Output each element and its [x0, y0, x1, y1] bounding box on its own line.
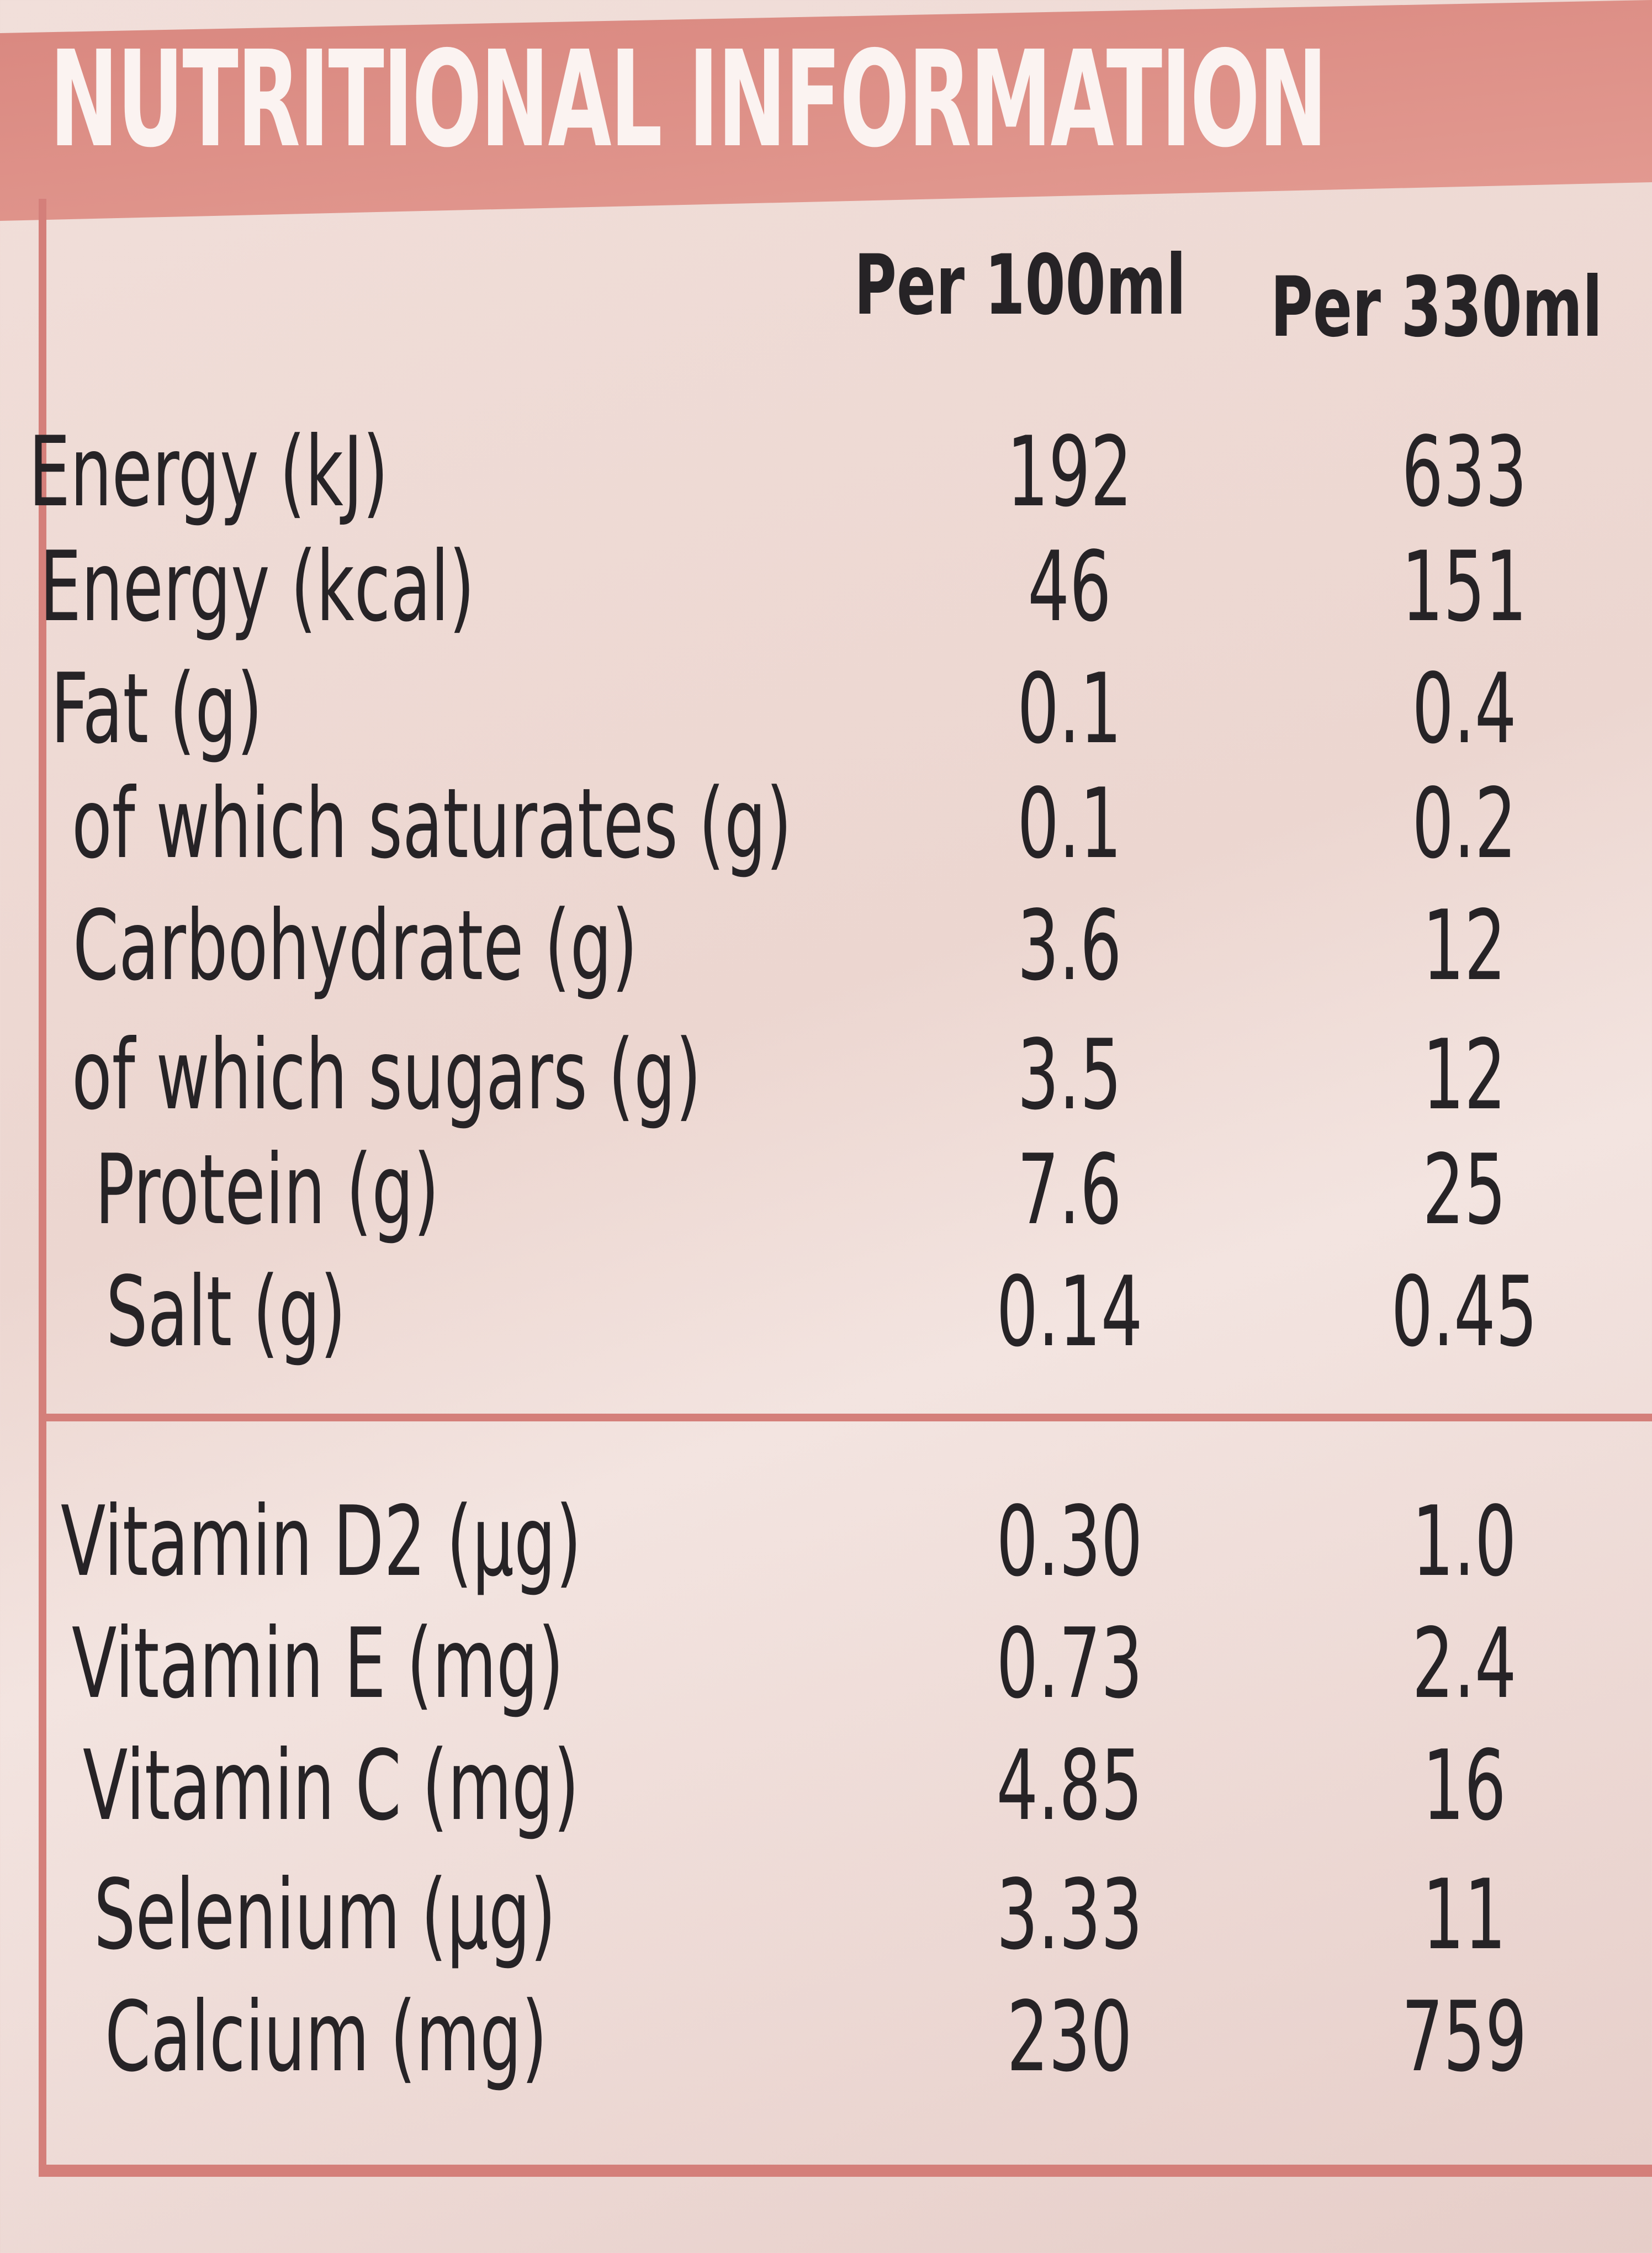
value-per-330ml: 11	[1422, 1859, 1506, 1971]
value-per-330ml: 2.4	[1412, 1608, 1517, 1720]
value-per-100ml: 230	[1007, 1981, 1132, 2093]
row-label: Vitamin D2 (µg)	[61, 1486, 581, 1598]
value-per-330ml: 0.2	[1412, 768, 1517, 880]
value-per-100ml: 46	[1028, 531, 1111, 643]
value-per-100ml: 192	[1007, 416, 1132, 528]
row-label: Fat (g)	[51, 653, 263, 765]
value-per-330ml: 0.4	[1412, 653, 1517, 765]
row-label: Protein (g)	[95, 1134, 440, 1246]
value-per-100ml: 3.6	[1017, 890, 1122, 1002]
row-label: Salt (g)	[106, 1256, 346, 1368]
column-header: Per 100ml	[854, 237, 1187, 334]
value-per-330ml: 0.45	[1391, 1256, 1538, 1368]
row-label: Energy (kcal)	[40, 531, 475, 643]
row-label: Vitamin E (mg)	[72, 1608, 564, 1720]
value-per-330ml: 16	[1422, 1730, 1506, 1842]
row-label: Vitamin C (mg)	[83, 1730, 579, 1842]
value-per-100ml: 0.1	[1017, 653, 1122, 765]
header-band	[0, 0, 1652, 221]
row-label: Carbohydrate (g)	[73, 890, 638, 1002]
value-per-330ml: 12	[1422, 1019, 1506, 1131]
title: NUTRITIONAL INFORMATION	[50, 22, 1327, 177]
value-per-330ml: 151	[1401, 531, 1527, 643]
value-per-100ml: 0.30	[996, 1486, 1143, 1598]
value-per-330ml: 1.0	[1412, 1486, 1517, 1598]
row-label: of which saturates (g)	[72, 768, 792, 880]
value-per-330ml: 759	[1401, 1981, 1527, 2093]
value-per-100ml: 0.1	[1017, 768, 1122, 880]
row-label: of which sugars (g)	[72, 1019, 702, 1131]
row-label: Energy (kJ)	[29, 416, 389, 528]
value-per-330ml: 12	[1422, 890, 1506, 1002]
value-per-330ml: 633	[1401, 416, 1527, 528]
value-per-100ml: 0.14	[996, 1256, 1143, 1368]
value-per-100ml: 0.73	[996, 1608, 1143, 1720]
value-per-100ml: 3.33	[996, 1859, 1143, 1971]
value-per-100ml: 4.85	[996, 1730, 1143, 1842]
value-per-100ml: 3.5	[1017, 1019, 1122, 1131]
row-label: Calcium (mg)	[105, 1981, 548, 2093]
frame	[39, 199, 1652, 2177]
value-per-100ml: 7.6	[1017, 1134, 1122, 1246]
divider	[44, 1414, 1652, 1421]
column-header: Per 330ml	[1270, 260, 1603, 356]
value-per-330ml: 25	[1422, 1134, 1506, 1246]
row-label: Selenium (µg)	[94, 1859, 556, 1971]
